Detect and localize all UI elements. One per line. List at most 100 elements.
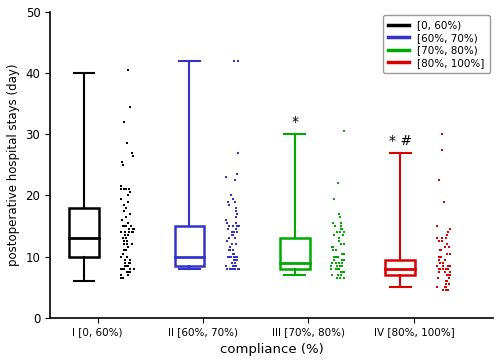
Point — [329, 245, 337, 250]
Point — [444, 281, 452, 287]
Point — [129, 226, 137, 232]
Point — [119, 275, 127, 281]
Point — [233, 229, 241, 235]
Point — [336, 235, 344, 241]
Point — [122, 241, 130, 247]
Point — [224, 254, 232, 260]
Point — [121, 257, 129, 262]
Point — [119, 162, 127, 168]
Point — [338, 263, 346, 269]
Point — [438, 147, 446, 152]
Point — [334, 254, 342, 260]
Point — [433, 284, 441, 290]
Point — [330, 232, 338, 238]
Point — [122, 214, 130, 220]
Point — [228, 263, 236, 269]
Point — [436, 260, 444, 266]
Point — [124, 220, 132, 226]
Point — [230, 266, 238, 272]
Point — [230, 58, 238, 64]
Point — [435, 238, 443, 244]
Point — [230, 260, 238, 266]
Point — [330, 254, 338, 260]
Point — [230, 250, 237, 256]
Point — [230, 263, 238, 269]
Point — [226, 266, 234, 272]
Point — [232, 263, 240, 269]
Point — [438, 235, 446, 241]
Point — [435, 266, 443, 272]
Point — [233, 171, 241, 177]
Point — [439, 266, 447, 272]
Point — [126, 257, 134, 262]
Point — [117, 275, 125, 281]
Point — [442, 281, 450, 287]
Point — [328, 260, 336, 266]
Point — [130, 226, 138, 232]
Point — [436, 266, 444, 272]
Point — [123, 254, 131, 260]
Point — [232, 214, 240, 220]
Point — [234, 266, 241, 272]
Point — [336, 275, 344, 281]
Point — [126, 260, 134, 266]
Point — [442, 284, 450, 290]
Point — [340, 275, 347, 281]
Point — [126, 211, 134, 217]
Point — [232, 263, 239, 269]
Point — [340, 269, 348, 275]
Point — [124, 232, 132, 238]
Point — [222, 174, 230, 180]
Point — [340, 275, 348, 281]
Point — [117, 266, 125, 272]
Point — [336, 220, 344, 226]
Point — [442, 284, 450, 290]
Point — [436, 266, 444, 272]
Point — [231, 260, 239, 266]
Point — [227, 266, 235, 272]
Point — [118, 229, 126, 235]
Point — [438, 131, 446, 137]
Point — [228, 248, 236, 253]
Point — [124, 272, 132, 278]
Point — [120, 223, 128, 229]
Point — [444, 229, 452, 235]
X-axis label: compliance (%): compliance (%) — [220, 343, 324, 356]
Point — [121, 263, 129, 269]
Point — [120, 202, 128, 208]
Point — [120, 266, 128, 272]
Point — [120, 248, 128, 253]
Point — [442, 287, 450, 293]
Point — [228, 260, 235, 266]
Point — [222, 217, 230, 223]
Point — [437, 248, 445, 253]
Point — [438, 266, 446, 272]
Point — [123, 140, 131, 146]
Point — [120, 119, 128, 125]
Point — [124, 192, 132, 198]
Point — [433, 235, 441, 241]
Point — [439, 263, 447, 269]
Point — [128, 153, 136, 159]
Point — [328, 245, 336, 250]
Point — [435, 257, 443, 262]
Point — [228, 232, 236, 238]
Text: *: * — [292, 115, 298, 129]
Point — [435, 269, 443, 275]
Point — [436, 266, 444, 272]
Point — [116, 187, 124, 192]
Point — [340, 229, 348, 235]
Point — [118, 217, 126, 223]
Point — [332, 266, 340, 272]
Point — [234, 266, 242, 272]
Point — [125, 187, 133, 192]
Point — [437, 254, 445, 260]
Point — [124, 245, 132, 250]
Point — [340, 241, 348, 247]
Point — [223, 266, 231, 272]
Point — [228, 266, 236, 272]
Point — [439, 260, 447, 266]
FancyBboxPatch shape — [386, 260, 415, 275]
Point — [126, 260, 134, 266]
Point — [336, 214, 344, 220]
